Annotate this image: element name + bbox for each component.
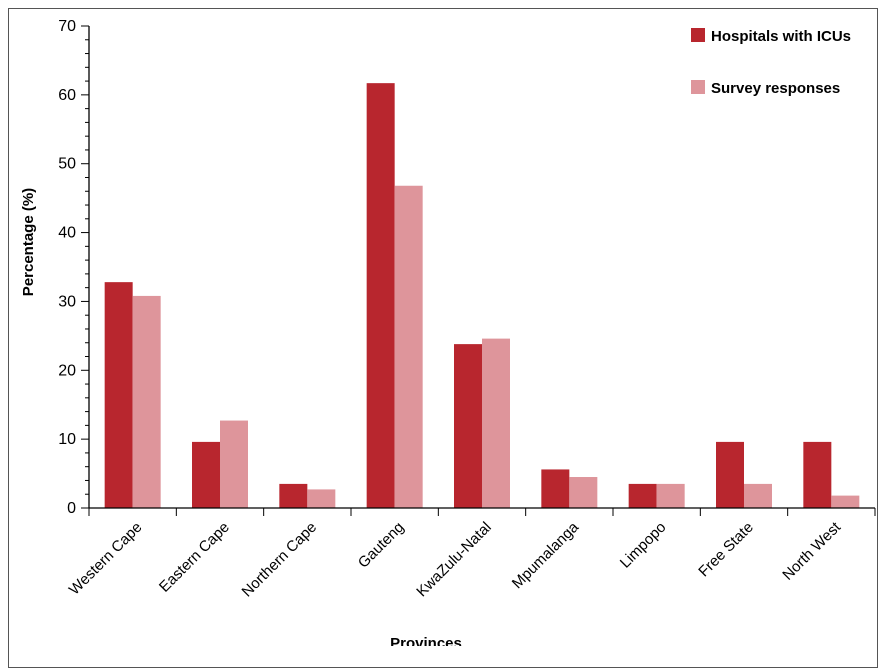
- x-category-label: Gauteng: [355, 519, 408, 572]
- x-category-label: Limpopo: [617, 519, 670, 572]
- legend: Hospitals with ICUs Survey responses: [691, 28, 851, 97]
- legend-label: Survey responses: [711, 80, 840, 97]
- bar-survey-responses: [482, 338, 510, 508]
- x-axis-title: Provinces: [390, 635, 462, 646]
- legend-label: Hospitals with ICUs: [711, 28, 851, 45]
- x-category-label: Free State: [695, 519, 757, 581]
- y-tick-label: 10: [58, 431, 76, 448]
- x-category-label: Northern Cape: [239, 519, 321, 601]
- y-tick-label: 0: [67, 500, 76, 517]
- y-tick-label: 20: [58, 362, 76, 379]
- bar-survey-responses: [569, 477, 598, 508]
- bars-group: [104, 83, 860, 508]
- bar-hospitals-with-icus: [628, 483, 657, 508]
- y-tick-label: 60: [58, 87, 76, 104]
- bar-chart: 0 10 20 30 40 50 60 70 Western Cape Eastern Cape…: [20, 18, 876, 646]
- bar-hospitals-with-icus: [104, 282, 133, 508]
- y-tick-label: 50: [58, 156, 76, 173]
- x-category-label: Mpumalanga: [509, 518, 583, 592]
- bar-hospitals-with-icus: [716, 441, 744, 508]
- y-tick-label: 30: [58, 293, 76, 310]
- x-category-label: Western Cape: [66, 519, 146, 599]
- bar-hospitals-with-icus: [803, 441, 832, 508]
- bar-survey-responses: [656, 483, 685, 508]
- x-ticks-group: Western Cape Eastern Cape Northern Cape Gau…: [66, 508, 876, 601]
- legend-swatch: [691, 80, 705, 94]
- bar-survey-responses: [307, 489, 336, 508]
- axes-group: [88, 26, 875, 509]
- y-ticks-group: 0 10 20 30 40 50 60 70: [58, 18, 89, 517]
- x-category-label: Eastern Cape: [156, 519, 233, 596]
- y-tick-label: 40: [58, 225, 76, 242]
- y-axis-title: Percentage (%): [20, 188, 37, 296]
- bar-survey-responses: [831, 495, 860, 508]
- bar-survey-responses: [132, 295, 161, 508]
- y-tick-label: 70: [58, 18, 76, 35]
- x-category-label: KwaZulu-Natal: [413, 519, 495, 601]
- legend-swatch: [691, 28, 705, 42]
- bar-hospitals-with-icus: [279, 483, 308, 508]
- bar-survey-responses: [220, 420, 248, 508]
- bar-survey-responses: [744, 483, 772, 508]
- bar-hospitals-with-icus: [192, 441, 220, 508]
- bar-hospitals-with-icus: [541, 469, 570, 508]
- x-category-label: North West: [779, 518, 844, 583]
- bar-hospitals-with-icus: [454, 344, 482, 508]
- bar-survey-responses: [394, 185, 423, 508]
- bar-hospitals-with-icus: [366, 83, 395, 508]
